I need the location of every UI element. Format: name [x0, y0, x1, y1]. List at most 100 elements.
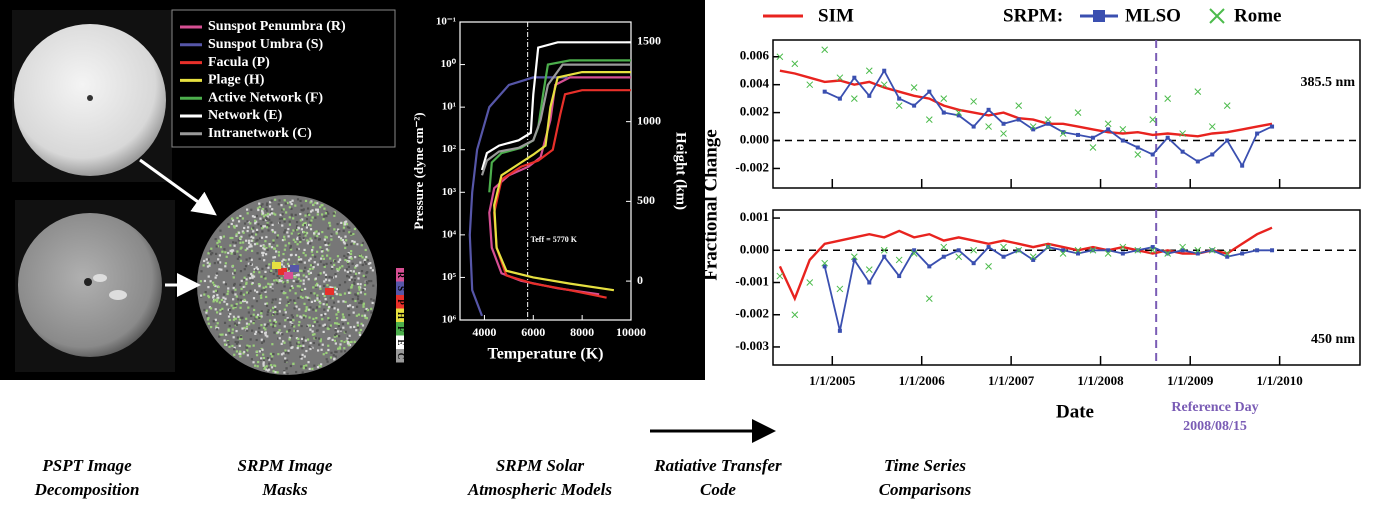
y-tick-label: 10⁶	[442, 314, 457, 326]
mask-pixel	[366, 271, 369, 274]
mask-pixel	[252, 361, 255, 364]
mask-pixel	[223, 321, 227, 324]
mask-pixel	[279, 213, 282, 217]
mask-pixel	[238, 255, 241, 258]
mask-pixel	[301, 223, 305, 227]
mask-pixel	[343, 350, 347, 353]
mask-pixel	[235, 233, 238, 236]
mask-pixel	[283, 370, 286, 373]
mask-pixel	[264, 270, 267, 273]
mask-pixel	[265, 226, 269, 229]
mask-pixel	[239, 350, 242, 353]
mask-pixel	[273, 256, 277, 259]
annotation: 385.5 nm	[1301, 75, 1356, 90]
mask-pixel	[224, 297, 227, 300]
mask-pixel	[270, 210, 273, 213]
mask-pixel	[336, 267, 339, 271]
mask-pixel	[309, 221, 312, 224]
mask-pixel	[222, 296, 225, 299]
mask-pixel	[274, 231, 277, 234]
mask-pixel	[363, 258, 366, 262]
mask-pixel	[250, 239, 253, 242]
mask-pixel	[269, 285, 272, 289]
mask-pixel	[284, 229, 287, 232]
mask-pixel	[218, 268, 221, 271]
mask-pixel	[211, 251, 214, 255]
mask-pixel	[239, 352, 242, 355]
x-marker	[1089, 144, 1097, 151]
mask-pixel	[299, 199, 302, 203]
mask-pixel	[353, 340, 356, 343]
mask-pixel	[267, 309, 270, 312]
mask-pixel	[299, 344, 302, 347]
mask-pixel	[267, 368, 271, 371]
mask-pixel	[296, 285, 299, 288]
mask-pixel	[242, 285, 245, 289]
mask-pixel	[347, 262, 350, 265]
mask-pixel	[251, 281, 254, 284]
mask-pixel	[327, 242, 330, 245]
mask-pixel	[301, 288, 304, 292]
mask-pixel	[309, 257, 312, 260]
mask-pixel	[215, 245, 218, 248]
mask-pixel	[279, 298, 282, 301]
mask-pixel	[271, 228, 274, 232]
mask-pixel	[210, 253, 213, 256]
mask-pixel	[268, 245, 271, 248]
mask-pixel	[217, 285, 220, 289]
mask-pixel	[263, 259, 266, 262]
mask-pixel	[284, 202, 287, 205]
mask-pixel	[263, 323, 266, 326]
mask-pixel	[353, 275, 356, 278]
mask-pixel	[250, 272, 253, 276]
mask-pixel	[277, 353, 280, 356]
x-marker	[821, 259, 829, 267]
mask-pixel	[239, 355, 242, 358]
mask-pixel	[234, 317, 237, 320]
mask-pixel	[304, 339, 307, 342]
mask-pixel	[203, 293, 206, 296]
x-marker	[1074, 109, 1082, 116]
mask-pixel	[239, 214, 242, 218]
mask-pixel	[237, 315, 240, 318]
mask-pixel	[243, 222, 247, 225]
mask-pixel	[314, 255, 317, 258]
y-tick-label: 10¹	[442, 101, 456, 113]
mask-pixel	[257, 223, 260, 226]
mask-pixel	[227, 315, 231, 318]
mask-pixel	[337, 323, 340, 326]
mask-pixel	[310, 239, 313, 242]
mask-pixel	[296, 198, 300, 201]
mask-pixel	[293, 329, 296, 332]
mask-pixel	[239, 283, 242, 286]
mask-pixel	[258, 292, 261, 295]
mask-pixel	[335, 292, 338, 296]
mask-pixel	[291, 346, 294, 349]
mask-pixel	[305, 218, 309, 221]
x-tick-label: 6000	[521, 325, 545, 339]
mask-pixel	[364, 262, 368, 265]
mask-pixel	[309, 347, 312, 351]
mask-pixel	[272, 241, 275, 244]
mask-pixel	[233, 272, 236, 275]
mask-pixel	[343, 292, 347, 295]
mask-pixel	[258, 316, 261, 320]
mask-pixel	[320, 313, 323, 317]
mask-pixel	[317, 296, 320, 299]
mask-pixel	[258, 202, 261, 205]
mask-pixel	[297, 273, 300, 276]
mask-pixel	[346, 275, 349, 278]
series-line	[778, 226, 1273, 302]
reference-label: 2008/08/15	[1183, 419, 1247, 434]
mask-pixel	[344, 258, 347, 262]
mask-pixel	[205, 309, 208, 312]
mask-pixel	[269, 309, 272, 312]
mask-pixel	[352, 270, 355, 273]
mask-pixel	[263, 248, 266, 251]
caption: Code	[700, 480, 736, 499]
mask-pixel	[338, 258, 342, 261]
mask-pixel	[270, 246, 274, 249]
mask-pixel	[246, 344, 249, 347]
mask-pixel	[268, 213, 272, 216]
mask-pixel	[287, 267, 291, 271]
